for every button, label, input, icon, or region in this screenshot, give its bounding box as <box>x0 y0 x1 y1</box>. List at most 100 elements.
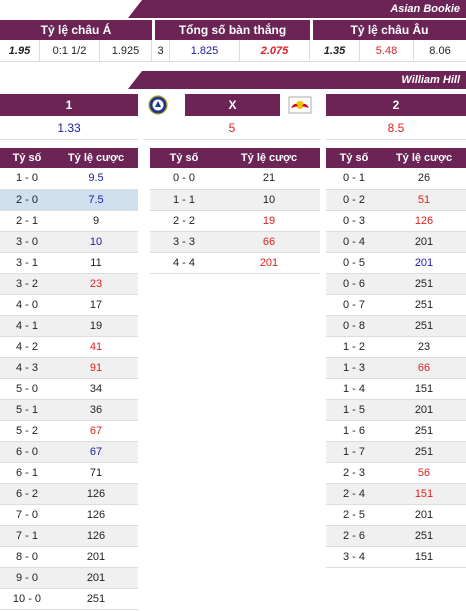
score-cell: 3 - 1 <box>0 252 54 274</box>
table-row: 3 - 2 23 <box>0 273 138 295</box>
score-cell: 4 - 0 <box>0 294 54 316</box>
table-row: 10 - 0 251 <box>0 588 138 610</box>
score-cell: 3 - 2 <box>0 273 54 295</box>
table-row: 0 - 1 26 <box>326 168 466 190</box>
score-cell: 1 - 0 <box>0 168 54 190</box>
asian-bookie-title: Asian Bookie <box>390 3 460 15</box>
table-row: 5 - 0 34 <box>0 378 138 400</box>
table-row: 4 - 0 17 <box>0 294 138 316</box>
odds-cell: 151 <box>382 546 466 568</box>
score-cell: 2 - 4 <box>326 483 382 505</box>
odds-cell: 251 <box>382 273 466 295</box>
red-bull-crest-icon <box>285 94 315 116</box>
score-cell: 1 - 3 <box>326 357 382 379</box>
table-row: 2 - 5 201 <box>326 504 466 526</box>
draw-odds: 5 <box>143 116 321 140</box>
table-row: 0 - 4 201 <box>326 231 466 253</box>
odds-cell: 201 <box>382 504 466 526</box>
odds-cell: 56 <box>382 462 466 484</box>
table-row: 1 - 3 66 <box>326 357 466 379</box>
odds-col-header: Tỷ lệ cược <box>54 148 138 168</box>
odds-cell: 201 <box>382 399 466 421</box>
score-cell: 0 - 2 <box>326 189 382 211</box>
score-cell: 2 - 3 <box>326 462 382 484</box>
odds-cell: 201 <box>54 546 138 568</box>
score-cell: 1 - 6 <box>326 420 382 442</box>
odds-cell: 17 <box>54 294 138 316</box>
william-hill-title: William Hill <box>401 74 460 86</box>
odds-cell: 151 <box>382 378 466 400</box>
table-row: 0 - 8 251 <box>326 315 466 337</box>
table-row: 2 - 6 251 <box>326 525 466 547</box>
score-cell: 2 - 6 <box>326 525 382 547</box>
table-row: 0 - 5 201 <box>326 252 466 274</box>
table-row: 2 - 2 19 <box>150 210 320 232</box>
table-row: 1 - 0 9.5 <box>0 168 138 190</box>
table-row: 1 - 1 10 <box>150 189 320 211</box>
chelsea-crest-icon <box>143 94 173 116</box>
table-row: 2 - 3 56 <box>326 462 466 484</box>
odds-cell: 251 <box>382 420 466 442</box>
away-win-header: 2 <box>326 94 466 116</box>
asian-val-8: 8.06 <box>429 44 451 57</box>
score-cell: 4 - 3 <box>0 357 54 379</box>
asian-val-6: 1.35 <box>310 40 360 61</box>
asian-val-4: 1.825 <box>170 40 240 61</box>
asian-val-5: 2.075 <box>240 40 310 61</box>
table-row: 1 - 2 23 <box>326 336 466 358</box>
table-row: 3 - 4 151 <box>326 546 466 568</box>
odds-cell: 126 <box>54 483 138 505</box>
odds-cell: 67 <box>54 420 138 442</box>
table-row: 9 - 0 201 <box>0 567 138 589</box>
score-cell: 0 - 7 <box>326 294 382 316</box>
table-row: 0 - 3 126 <box>326 210 466 232</box>
asian-handicap-header: Tỷ lệ châu Á <box>0 20 152 40</box>
home-win-header: 1 <box>0 94 138 116</box>
odds-cell: 251 <box>382 441 466 463</box>
table-row: 4 - 4 201 <box>150 252 320 274</box>
odds-cell: 251 <box>54 588 138 610</box>
asian-val-2: 1.925 <box>100 40 152 61</box>
table-row: 3 - 1 11 <box>0 252 138 274</box>
asian-odds-row: 1.95 0:1 1/2 1.925 3 1.825 2.075 1.35 5.… <box>0 40 466 62</box>
table-row: 0 - 7 251 <box>326 294 466 316</box>
odds-cell: 19 <box>218 210 320 232</box>
table-row: 4 - 1 19 <box>0 315 138 337</box>
table-row: 0 - 6 251 <box>326 273 466 295</box>
score-cell: 0 - 0 <box>150 168 218 190</box>
score-cell: 3 - 3 <box>150 231 218 253</box>
table-row: 4 - 3 91 <box>0 357 138 379</box>
odds-col-header: Tỷ lệ cược <box>218 148 320 168</box>
asian-val-3: 3 <box>152 40 170 61</box>
odds-cell: 126 <box>382 210 466 232</box>
score-cell: 9 - 0 <box>0 567 54 589</box>
score-col-header: Tỷ số <box>326 148 382 168</box>
score-cell: 0 - 4 <box>326 231 382 253</box>
score-cell: 5 - 1 <box>0 399 54 421</box>
table-row: 1 - 6 251 <box>326 420 466 442</box>
score-cell: 6 - 2 <box>0 483 54 505</box>
score-cell: 8 - 0 <box>0 546 54 568</box>
odds-cell: 7.5 <box>54 189 138 211</box>
odds-cell: 36 <box>54 399 138 421</box>
table-row: 4 - 2 41 <box>0 336 138 358</box>
table-row: 3 - 3 66 <box>150 231 320 253</box>
score-cell: 6 - 0 <box>0 441 54 463</box>
score-cell: 3 - 0 <box>0 231 54 253</box>
score-cell: 4 - 1 <box>0 315 54 337</box>
odds-cell: 9.5 <box>54 168 138 190</box>
table-row: 2 - 0 7.5 <box>0 189 138 211</box>
odds-cell: 10 <box>54 231 138 253</box>
odds-cell: 10 <box>218 189 320 211</box>
score-cell: 5 - 0 <box>0 378 54 400</box>
score-cell: 1 - 4 <box>326 378 382 400</box>
odds-cell: 23 <box>54 273 138 295</box>
score-cell: 7 - 0 <box>0 504 54 526</box>
score-cell: 1 - 7 <box>326 441 382 463</box>
score-cell: 7 - 1 <box>0 525 54 547</box>
odds-cell: 11 <box>54 252 138 274</box>
table-row: 1 - 4 151 <box>326 378 466 400</box>
draw-header: X <box>185 94 280 116</box>
odds-cell: 51 <box>382 189 466 211</box>
